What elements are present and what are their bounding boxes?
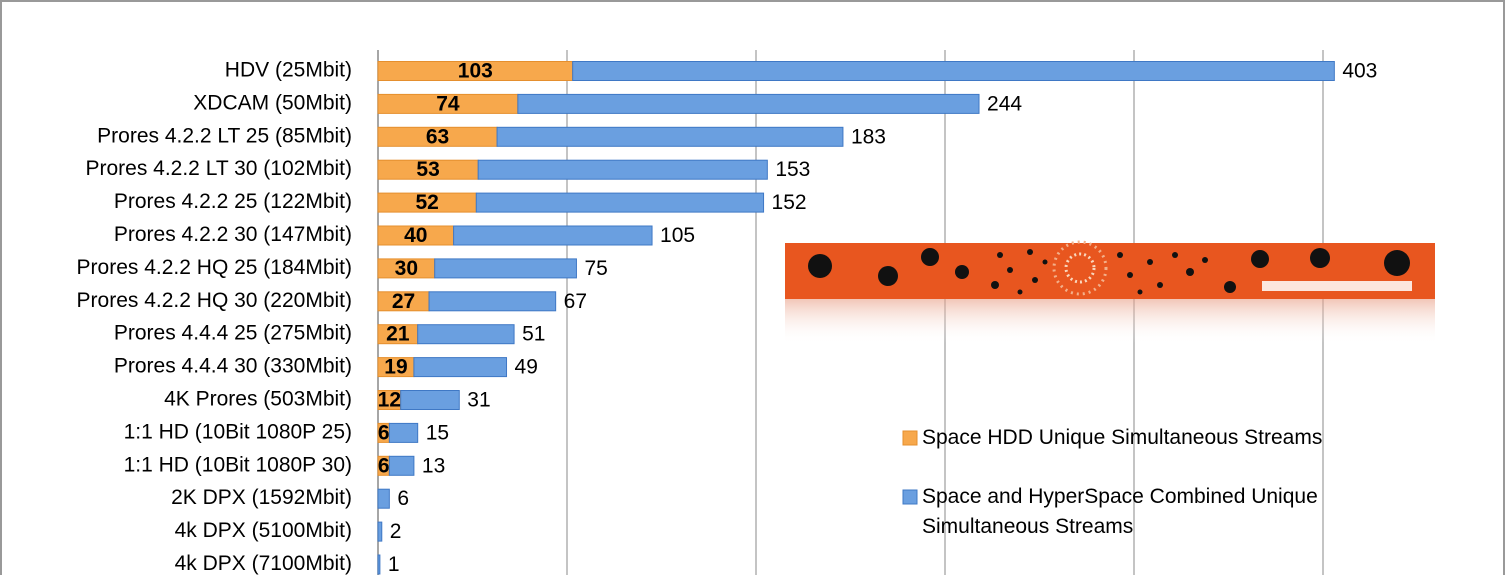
data-label: 75 (584, 257, 607, 280)
data-label: 40 (404, 224, 427, 247)
y-tick-label: 2K DPX (1592Mbit) (171, 486, 352, 509)
data-label: 1 (388, 553, 400, 575)
data-label: 152 (772, 191, 807, 214)
data-label: 63 (426, 125, 449, 148)
bar-segment (572, 61, 1335, 81)
product-image (785, 240, 1435, 344)
bar-segment (428, 291, 557, 312)
data-label: 12 (378, 389, 401, 412)
data-label: 27 (392, 290, 415, 313)
bar-segment (434, 258, 577, 279)
data-label: 52 (415, 191, 438, 214)
bar-segment (388, 422, 419, 443)
data-label: 183 (851, 125, 886, 148)
legend-label: Space HDD Unique Simultaneous Streams (922, 426, 1323, 449)
y-tick-label: Prores 4.2.2 HQ 30 (220Mbit) (77, 289, 352, 312)
y-tick-label: Prores 4.2.2 LT 25 (85Mbit) (97, 124, 352, 147)
y-tick-label: HDV (25Mbit) (225, 59, 352, 82)
bar-segment (517, 93, 980, 114)
y-tick-label: 1:1 HD (10Bit 1080P 25) (124, 420, 352, 443)
data-label: 19 (384, 356, 407, 379)
data-label: 103 (458, 60, 493, 83)
y-tick-label: Prores 4.2.2 25 (122Mbit) (114, 190, 352, 213)
bar-segment (413, 357, 508, 378)
data-label: 30 (395, 257, 418, 280)
data-label: 153 (775, 158, 810, 181)
data-label: 244 (987, 92, 1022, 115)
data-label: 2 (390, 520, 402, 543)
data-label: 6 (378, 421, 390, 444)
y-tick-label: 1:1 HD (10Bit 1080P 30) (124, 453, 352, 476)
y-tick-label: 4K Prores (503Mbit) (164, 388, 352, 411)
legend-label: Space and HyperSpace Combined Unique Sim… (922, 485, 1318, 538)
data-label: 31 (467, 389, 490, 412)
legend-key (902, 430, 918, 446)
data-label: 403 (1342, 60, 1377, 83)
y-tick-label: Prores 4.2.2 30 (147Mbit) (114, 223, 352, 246)
bar-segment (477, 159, 768, 180)
data-label: 53 (416, 158, 439, 181)
data-label: 21 (386, 323, 410, 346)
data-label: 74 (436, 92, 460, 115)
bar-segment (417, 324, 515, 345)
data-label: 51 (522, 323, 545, 346)
data-label: 6 (397, 487, 409, 510)
y-tick-label: Prores 4.2.2 LT 30 (102Mbit) (85, 157, 352, 180)
bar-segment (377, 488, 390, 509)
data-label: 105 (660, 224, 695, 247)
bar-segment (496, 126, 844, 147)
y-tick-label: Prores 4.2.2 HQ 25 (184Mbit) (77, 256, 352, 279)
data-label: 6 (378, 454, 390, 477)
y-tick-label: XDCAM (50Mbit) (193, 91, 352, 114)
bar-segment (377, 521, 383, 542)
data-label: 15 (426, 421, 449, 444)
y-tick-label: 4k DPX (5100Mbit) (175, 519, 352, 542)
y-tick-label: Prores 4.4.4 25 (275Mbit) (114, 322, 352, 345)
data-label: 49 (515, 356, 538, 379)
data-label: 67 (564, 290, 587, 313)
bar-segment (400, 390, 460, 410)
bar-segment (388, 455, 415, 476)
data-label: 13 (422, 454, 445, 477)
bar-segment (475, 192, 765, 213)
bar-segment (377, 554, 381, 575)
y-tick-label: Prores 4.4.4 30 (330Mbit) (114, 355, 352, 378)
legend-key (902, 489, 918, 505)
bar-segment (453, 225, 653, 246)
y-tick-label: 4k DPX (7100Mbit) (175, 552, 352, 575)
